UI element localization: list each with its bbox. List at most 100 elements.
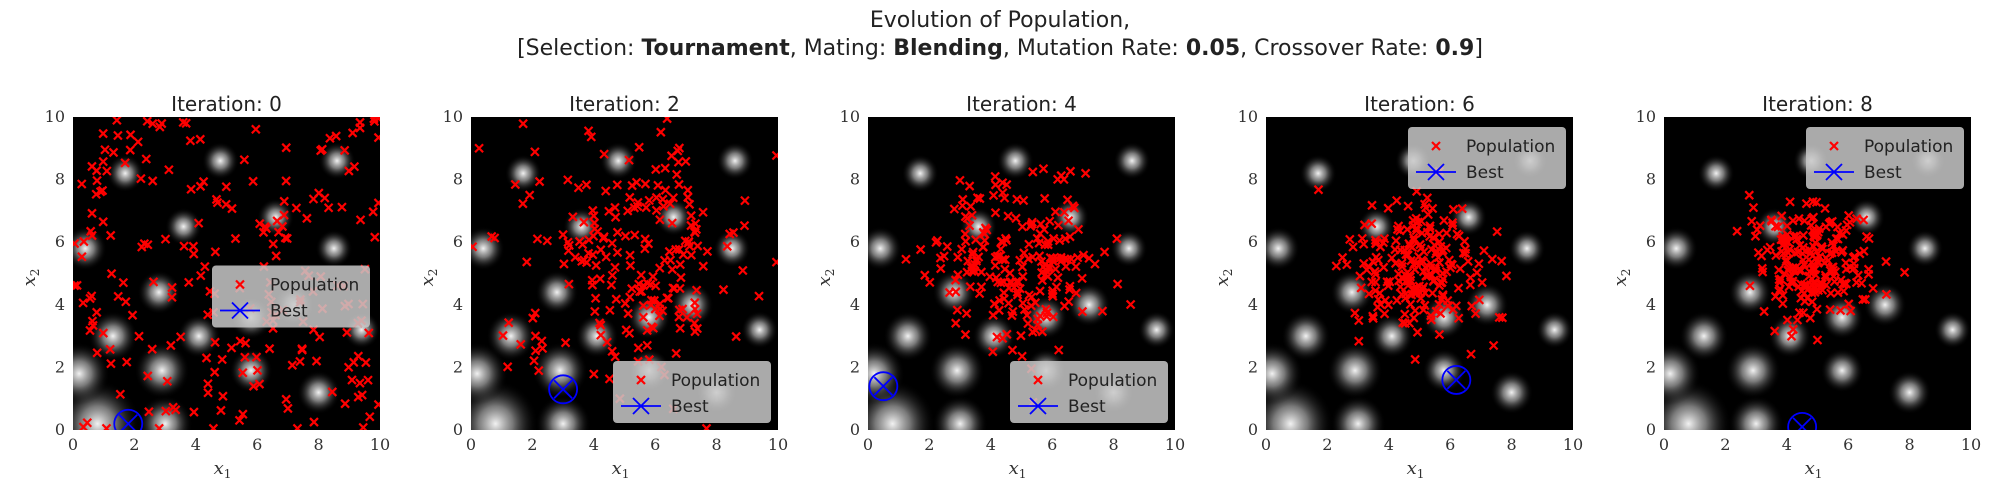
y-tick-label: 6 — [850, 232, 860, 251]
population-point — [1395, 282, 1406, 292]
panel-1: Iteration: 2 0 2 4 6 8 10 0 2 4 6 8 10 x1 x2 Population… — [417, 92, 788, 481]
landscape-peak — [486, 311, 536, 362]
population-point — [978, 242, 988, 252]
population-point — [1829, 276, 1840, 287]
landscape-peak — [504, 154, 542, 193]
population-point — [1496, 256, 1507, 266]
y-tick-label: 2 — [850, 357, 860, 376]
population-point — [133, 137, 143, 147]
population-point — [967, 210, 977, 221]
population-point — [148, 277, 159, 287]
population-point — [308, 194, 319, 204]
population-point — [1035, 286, 1045, 296]
population-point — [577, 256, 587, 266]
population-point — [272, 216, 282, 226]
population-point — [1805, 313, 1816, 323]
x-axis-label: x1 — [1009, 458, 1027, 481]
y-tick-label: 4 — [850, 295, 860, 314]
legend-best-label: Best — [671, 397, 709, 417]
population-point — [235, 336, 245, 346]
population-point — [1065, 281, 1075, 292]
population-point — [87, 208, 97, 219]
population-point — [587, 280, 598, 290]
landscape-peak — [1934, 311, 1971, 349]
population-point — [644, 195, 654, 206]
population-point — [1851, 213, 1862, 224]
population-point — [370, 232, 380, 242]
population-point — [1845, 306, 1856, 316]
population-point — [315, 145, 326, 156]
population-point — [349, 161, 360, 172]
population-point — [142, 371, 153, 381]
title-part: Blending — [893, 36, 1003, 61]
population-point — [1881, 289, 1892, 300]
population-point — [195, 181, 206, 192]
y-tick-label: 0 — [1646, 420, 1656, 439]
population-point — [1745, 280, 1755, 291]
population-point — [271, 251, 281, 261]
population-point — [570, 252, 581, 263]
legend-population-marker — [1829, 141, 1839, 151]
population-point — [1039, 224, 1049, 235]
population-point — [1003, 211, 1013, 221]
landscape-peak — [1110, 229, 1148, 268]
population-point — [147, 118, 158, 129]
population-point — [1778, 298, 1788, 309]
population-point — [141, 154, 152, 164]
population-point — [646, 322, 657, 332]
population-point — [1001, 179, 1012, 190]
y-tick-label: 0 — [55, 420, 65, 439]
landscape-peak — [177, 314, 221, 359]
population-point — [675, 259, 686, 270]
legend-box — [613, 361, 771, 423]
panel-title: Iteration: 2 — [569, 92, 680, 116]
population-point — [953, 270, 963, 280]
population-point — [1804, 245, 1815, 255]
population-point — [1786, 272, 1796, 282]
population-point — [216, 405, 226, 416]
population-point — [221, 199, 231, 210]
population-point — [1039, 193, 1050, 204]
landscape-peak — [1450, 198, 1488, 236]
population-point — [503, 317, 514, 328]
population-point — [942, 241, 953, 252]
population-point — [1379, 309, 1390, 319]
population-point — [179, 241, 189, 251]
legend-box — [212, 265, 370, 328]
population-point — [1030, 325, 1041, 336]
population-point — [1019, 304, 1030, 315]
population-point — [559, 259, 569, 269]
landscape-peak — [471, 342, 508, 405]
population-point — [607, 238, 617, 249]
legend: Population Best — [212, 265, 370, 328]
population-point — [1415, 288, 1426, 298]
x-tick-label: 8 — [314, 435, 324, 454]
population-point — [1421, 202, 1431, 213]
landscape-peak — [1664, 226, 1698, 271]
population-point — [364, 412, 375, 422]
population-point — [1403, 250, 1413, 260]
population-point — [1466, 349, 1476, 359]
population-point — [1015, 283, 1025, 294]
population-point — [1781, 256, 1791, 267]
population-point — [740, 195, 750, 206]
population-point — [79, 236, 89, 247]
population-point — [605, 305, 615, 316]
population-point — [1759, 306, 1769, 317]
population-point — [967, 249, 978, 260]
landscape-peak — [1266, 342, 1303, 405]
y-tick-label: 0 — [453, 420, 463, 439]
population-point — [957, 194, 968, 205]
population-point — [1453, 283, 1464, 293]
population-point — [515, 339, 526, 350]
population-point — [292, 423, 303, 430]
landscape-peak — [883, 311, 933, 362]
population-point — [641, 202, 651, 213]
population-point — [651, 192, 662, 203]
population-point — [1492, 226, 1502, 237]
population-point — [1756, 251, 1767, 261]
panel-title: Iteration: 0 — [171, 92, 282, 116]
population-point — [106, 358, 116, 369]
population-point — [994, 305, 1004, 316]
population-point — [950, 318, 961, 328]
